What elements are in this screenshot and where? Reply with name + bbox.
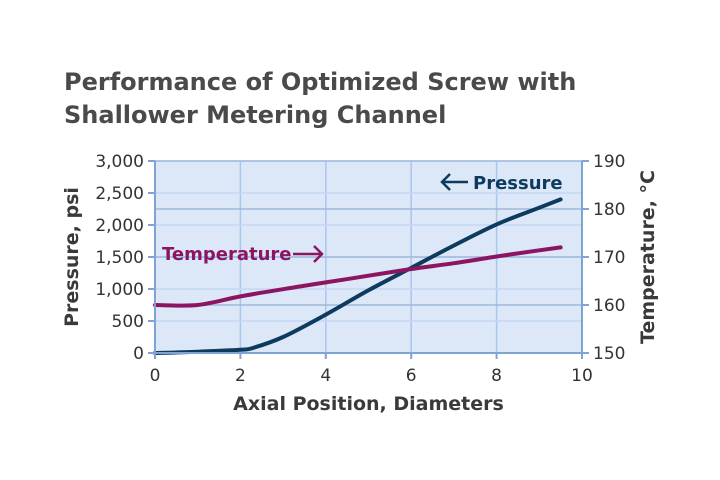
chart-title-line-1: Performance of Optimized Screw with: [64, 68, 577, 96]
x-tick-label: 0: [150, 366, 161, 386]
right-y-tick-label: 150: [593, 344, 625, 364]
left-y-tick-label: 3,000: [95, 152, 144, 172]
x-tick-label: 10: [571, 366, 593, 386]
series-lines: [153, 197, 563, 355]
right-y-axis-title: Temperature, °C: [637, 170, 659, 344]
temperature-label-text: Temperature: [162, 244, 291, 265]
series-line-temperature: [153, 245, 563, 308]
right-arrow-icon: [293, 245, 324, 263]
left-y-tick-label: 0: [133, 344, 144, 364]
chart-title: Performance of Optimized Screw with Shal…: [64, 66, 576, 132]
right-y-tick-label: 170: [593, 248, 625, 268]
x-tick-label: 4: [320, 366, 331, 386]
pressure-label-text: Pressure: [473, 173, 563, 194]
left-y-tick-label: 500: [112, 312, 144, 332]
pressure-series-label: Pressure: [440, 173, 563, 194]
left-y-tick-label: 2,500: [95, 184, 144, 204]
x-axis-title: Axial Position, Diameters: [233, 393, 504, 415]
right-y-tick-label: 160: [593, 296, 625, 316]
left-arrow-icon: [440, 173, 468, 191]
right-y-tick-label: 190: [593, 152, 625, 172]
axes: [148, 160, 589, 359]
x-tick-label: 6: [406, 366, 417, 386]
series-line-pressure: [153, 197, 563, 355]
right-y-tick-label: 180: [593, 200, 625, 220]
tick-labels: 0 2 4 6 8 10 0 500 1,000 1,500 2,000 2,500 3,000 150 1…: [95, 152, 625, 386]
left-y-tick-label: 2,000: [95, 216, 144, 236]
left-y-tick-label: 1,500: [95, 248, 144, 268]
horizontal-gridlines: [155, 160, 582, 322]
chart-title-line-2: Shallower Metering Channel: [64, 101, 447, 129]
left-y-axis-title: Pressure, psi: [61, 187, 83, 327]
x-tick-label: 2: [235, 366, 246, 386]
left-y-tick-label: 1,000: [95, 280, 144, 300]
x-tick-label: 8: [491, 366, 502, 386]
temperature-series-label: Temperature: [162, 244, 324, 265]
